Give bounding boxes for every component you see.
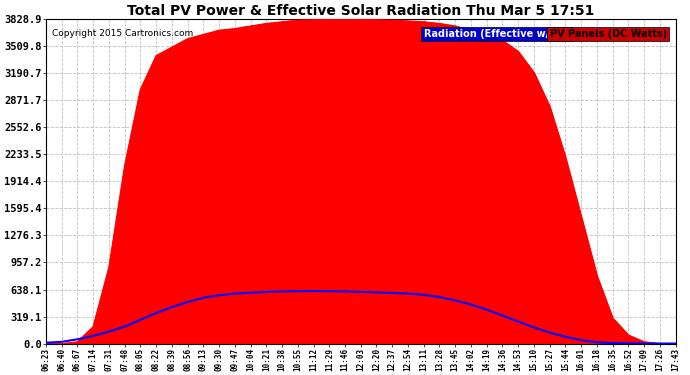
Title: Total PV Power & Effective Solar Radiation Thu Mar 5 17:51: Total PV Power & Effective Solar Radiati…	[127, 4, 594, 18]
Text: Copyright 2015 Cartronics.com: Copyright 2015 Cartronics.com	[52, 29, 193, 38]
Text: Radiation (Effective w/m2): Radiation (Effective w/m2)	[424, 29, 570, 39]
Text: PV Panels (DC Watts): PV Panels (DC Watts)	[550, 29, 667, 39]
